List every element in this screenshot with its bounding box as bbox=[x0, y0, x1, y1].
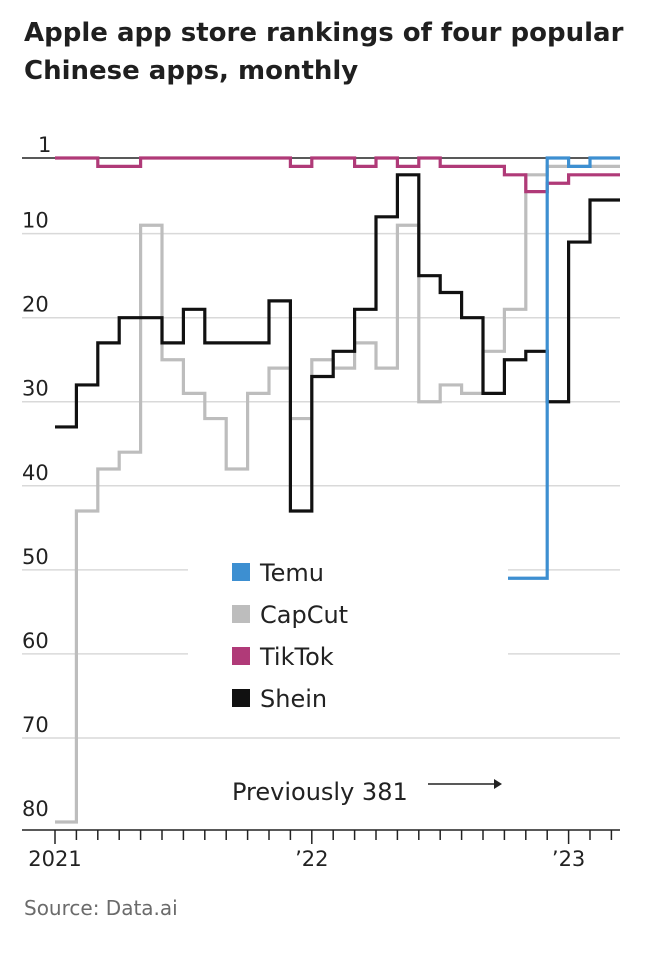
y-tick-label: 70 bbox=[22, 713, 49, 737]
legend-label-capcut: CapCut bbox=[260, 601, 348, 629]
y-tick-label: 1 bbox=[38, 133, 51, 157]
y-tick-label: 30 bbox=[22, 377, 49, 401]
annotation: Previously 381 bbox=[232, 778, 502, 806]
legend-label-temu: Temu bbox=[259, 559, 324, 587]
legend-swatch-temu bbox=[232, 563, 250, 581]
legend-swatch-tiktok bbox=[232, 647, 250, 665]
y-axis-tick-labels: 1 10 20 30 40 50 60 70 80 bbox=[22, 133, 51, 821]
y-tick-label: 10 bbox=[22, 209, 49, 233]
y-tick-label: 50 bbox=[22, 545, 49, 569]
x-tick-label: ’22 bbox=[295, 847, 328, 871]
y-tick-label: 40 bbox=[22, 461, 49, 485]
series-line-tiktok bbox=[55, 156, 620, 194]
series-line-temu bbox=[504, 156, 620, 580]
y-tick-label: 20 bbox=[22, 293, 49, 317]
legend-swatch-capcut bbox=[232, 605, 250, 623]
source-note: Source: Data.ai bbox=[24, 896, 178, 920]
annotation-arrow-head bbox=[494, 779, 502, 789]
y-tick-label: 80 bbox=[22, 797, 49, 821]
legend-swatch-shein bbox=[232, 689, 250, 707]
x-tick-label: 2021 bbox=[28, 847, 81, 871]
x-tick-label: ’23 bbox=[552, 847, 585, 871]
annotation-text: Previously 381 bbox=[232, 778, 408, 806]
y-tick-label: 60 bbox=[22, 629, 49, 653]
x-axis: 2021 ’22 ’23 bbox=[22, 829, 620, 871]
series-line-shein bbox=[55, 173, 620, 513]
legend: Temu CapCut TikTok Shein bbox=[188, 548, 508, 728]
chart-title: Apple app store rankings of four popular… bbox=[24, 18, 624, 86]
legend-label-tiktok: TikTok bbox=[259, 643, 334, 671]
legend-label-shein: Shein bbox=[260, 685, 327, 713]
